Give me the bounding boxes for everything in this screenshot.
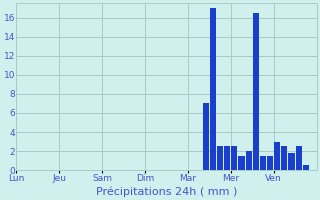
Bar — [274, 142, 280, 170]
Bar — [245, 151, 252, 170]
Bar — [260, 156, 266, 170]
Bar — [231, 146, 237, 170]
Bar — [238, 156, 244, 170]
Bar — [281, 146, 287, 170]
Bar — [267, 156, 273, 170]
Bar — [217, 146, 223, 170]
Bar — [296, 146, 302, 170]
Bar — [288, 153, 294, 170]
Bar — [210, 8, 216, 170]
Bar — [203, 103, 209, 170]
Bar — [253, 13, 259, 170]
Bar — [224, 146, 230, 170]
Bar — [303, 165, 309, 170]
X-axis label: Précipitations 24h ( mm ): Précipitations 24h ( mm ) — [96, 186, 237, 197]
